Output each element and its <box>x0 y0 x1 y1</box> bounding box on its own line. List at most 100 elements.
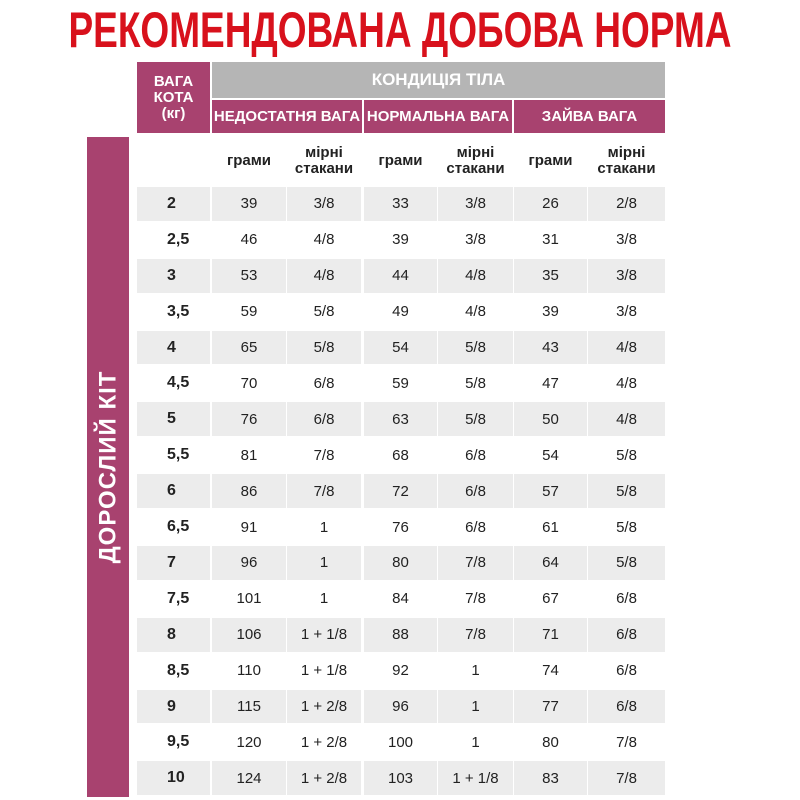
weight-cell: 3 <box>137 258 210 293</box>
data-cell: 86 <box>212 474 286 509</box>
data-cell: 103 <box>364 761 437 796</box>
data-cell: 4/8 <box>287 222 361 257</box>
data-cell: 1 + 2/8 <box>287 761 361 796</box>
data-cell: 5/8 <box>438 366 513 401</box>
data-cell: 81 <box>212 438 286 473</box>
data-cell: 6/8 <box>287 366 361 401</box>
data-cell: 76 <box>364 510 437 544</box>
weight-cell: 10 <box>137 761 210 796</box>
data-cell: 4/8 <box>438 294 513 329</box>
data-cell: 83 <box>514 761 587 796</box>
data-cell: 72 <box>364 474 437 509</box>
weight-cell: 4,5 <box>137 366 210 401</box>
data-cell: 59 <box>364 366 437 401</box>
row-group-label: ДОРОСЛИЙ КІТ <box>94 370 121 564</box>
data-cell: 5/8 <box>438 402 513 437</box>
data-cell: 7/8 <box>438 546 513 580</box>
data-cell: 76 <box>212 402 286 437</box>
data-cell: 5/8 <box>588 438 665 473</box>
weight-cell: 9 <box>137 689 210 724</box>
group-header: ЗАЙВА ВАГА <box>514 100 665 133</box>
data-cell: 1 + 1/8 <box>287 653 361 688</box>
weight-cell: 8 <box>137 617 210 652</box>
data-cell: 80 <box>364 546 437 580</box>
data-cell: 5/8 <box>588 510 665 544</box>
data-cell: 4/8 <box>588 330 665 365</box>
data-cell: 92 <box>364 653 437 688</box>
data-cell: 65 <box>212 330 286 365</box>
data-cell: 1 <box>287 546 361 580</box>
data-cell: 100 <box>364 725 437 760</box>
data-cell: 68 <box>364 438 437 473</box>
data-cell: 6/8 <box>588 689 665 724</box>
weight-cell: 6 <box>137 474 210 509</box>
data-cell: 59 <box>212 294 286 329</box>
data-cell: 7/8 <box>287 474 361 509</box>
data-cell: 71 <box>514 617 587 652</box>
weight-cell: 9,5 <box>137 725 210 760</box>
data-cell: 74 <box>514 653 587 688</box>
data-cell: 50 <box>514 402 587 437</box>
page-title: РЕКОМЕНДОВАНА ДОБОВА НОРМА <box>0 2 800 58</box>
data-cell: 7/8 <box>588 761 665 796</box>
data-cell: 5/8 <box>588 474 665 509</box>
data-cell: 96 <box>212 546 286 580</box>
data-cell: 1 <box>438 653 513 688</box>
subheader: мірні стакани <box>294 144 354 177</box>
data-cell: 6/8 <box>438 438 513 473</box>
data-cell: 5/8 <box>588 546 665 580</box>
data-cell: 1 + 2/8 <box>287 725 361 760</box>
condition-header: КОНДИЦІЯ ТІЛА <box>212 62 665 98</box>
data-cell: 1 + 1/8 <box>438 761 513 796</box>
data-cell: 53 <box>212 258 286 293</box>
data-cell: 3/8 <box>287 187 361 221</box>
data-cell: 54 <box>364 330 437 365</box>
row-group: ДОРОСЛИЙ КІТ <box>87 137 129 797</box>
data-cell: 7/8 <box>438 581 513 616</box>
data-cell: 54 <box>514 438 587 473</box>
subheader: мірні стакани <box>446 144 505 177</box>
weight-cell: 7 <box>137 546 210 580</box>
weight-header: ВАГА КОТА (кг) <box>137 62 210 133</box>
data-cell: 39 <box>364 222 437 257</box>
data-cell: 43 <box>514 330 587 365</box>
subheader: грами <box>226 152 272 169</box>
data-cell: 1 <box>438 725 513 760</box>
data-cell: 6/8 <box>438 474 513 509</box>
data-cell: 1 <box>287 510 361 544</box>
data-cell: 6/8 <box>438 510 513 544</box>
data-cell: 7/8 <box>588 725 665 760</box>
data-cell: 5/8 <box>287 330 361 365</box>
data-cell: 124 <box>212 761 286 796</box>
data-cell: 70 <box>212 366 286 401</box>
data-cell: 96 <box>364 689 437 724</box>
data-cell: 1 <box>287 581 361 616</box>
group-header: НЕДОСТАТНЯ ВАГА <box>212 100 362 133</box>
data-cell: 1 + 2/8 <box>287 689 361 724</box>
data-cell: 88 <box>364 617 437 652</box>
data-cell: 63 <box>364 402 437 437</box>
weight-cell: 6,5 <box>137 510 210 544</box>
weight-cell: 2 <box>137 187 210 221</box>
data-cell: 57 <box>514 474 587 509</box>
data-cell: 7/8 <box>438 617 513 652</box>
data-cell: 4/8 <box>588 402 665 437</box>
weight-cell: 5 <box>137 402 210 437</box>
data-cell: 3/8 <box>588 294 665 329</box>
data-cell: 61 <box>514 510 587 544</box>
data-cell: 39 <box>514 294 587 329</box>
data-cell: 3/8 <box>438 222 513 257</box>
data-cell: 4/8 <box>287 258 361 293</box>
data-cell: 77 <box>514 689 587 724</box>
data-cell: 35 <box>514 258 587 293</box>
subheader: грами <box>378 152 423 169</box>
data-cell: 2/8 <box>588 187 665 221</box>
title-text: РЕКОМЕНДОВАНА ДОБОВА НОРМА <box>68 2 732 58</box>
data-cell: 3/8 <box>588 222 665 257</box>
data-cell: 84 <box>364 581 437 616</box>
data-cell: 7/8 <box>287 438 361 473</box>
data-cell: 33 <box>364 187 437 221</box>
data-cell: 106 <box>212 617 286 652</box>
data-cell: 80 <box>514 725 587 760</box>
